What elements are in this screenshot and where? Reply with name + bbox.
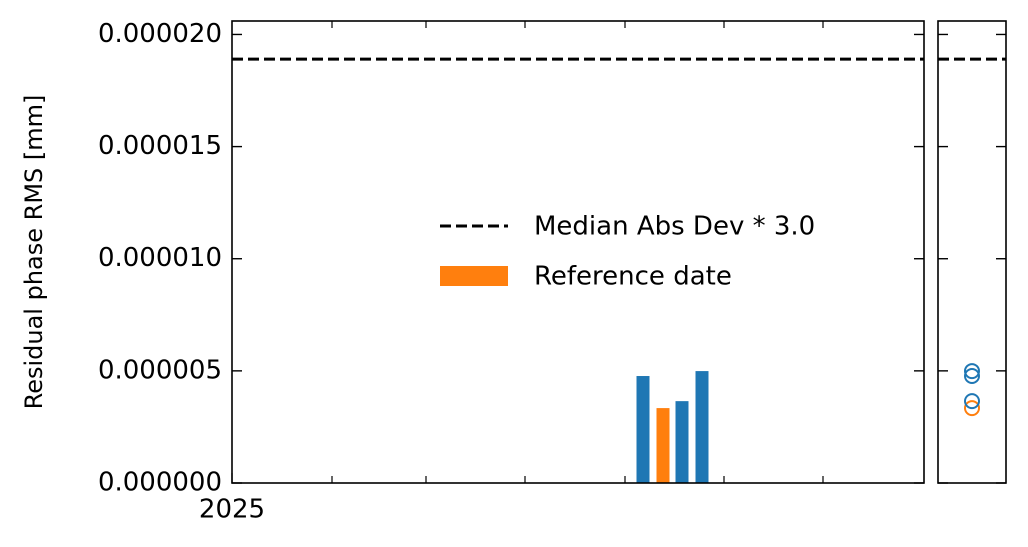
bar [636,376,650,483]
y-tick-label: 0.000000 [98,468,222,498]
bar [675,401,689,483]
side-point [964,400,980,417]
y-tick-label: 0.000020 [98,19,222,49]
legend-reference-swatch [440,266,508,286]
side-point [964,393,980,410]
x-tick-label: 2025 [199,495,265,525]
plot-frame [231,20,925,484]
y-axis-label: Residual phase RMS [mm] [20,95,48,410]
bar [695,371,709,483]
y-tick-label: 0.000015 [98,131,222,161]
legend-label: Median Abs Dev * 3.0 [534,212,815,242]
y-tick-label: 0.000005 [98,355,222,385]
side-point [964,368,980,385]
x-minor-ticks [231,21,824,483]
side-point [964,363,980,380]
y-tick-label: 0.000010 [98,243,222,273]
bar [656,408,670,483]
side-frame [937,20,1007,484]
legend-label: Reference date [534,262,732,292]
